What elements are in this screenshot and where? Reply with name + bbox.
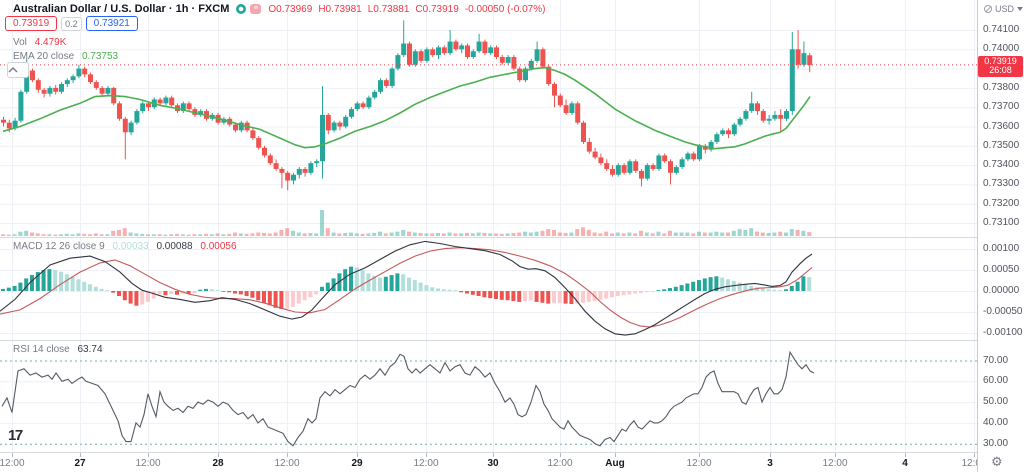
time-axis-tick bbox=[12, 453, 13, 457]
price-pane-canvas[interactable] bbox=[0, 0, 977, 237]
macd-axis-label: 0.00000 bbox=[983, 285, 1020, 296]
collapse-pane-button[interactable] bbox=[7, 62, 29, 78]
time-axis-label: 12:00 bbox=[0, 458, 25, 469]
close-value: 0.73919 bbox=[422, 3, 459, 15]
rsi-axis-label: 40.00 bbox=[983, 416, 1009, 428]
macd-axis-label: 0.00050 bbox=[983, 264, 1020, 275]
last-price-badge: 0.73919 26:08 bbox=[978, 55, 1023, 77]
time-axis-label: 3 bbox=[767, 458, 773, 469]
time-axis[interactable]: 12:00 27 12:00 28 12:00 29 12:00 30 12:00 Aug 12:0… bbox=[0, 453, 977, 472]
price-axis-unit-selector[interactable]: USD bbox=[984, 4, 1024, 14]
price-axis-label: 0.74100 bbox=[983, 24, 1020, 35]
rsi-value: 63.74 bbox=[77, 344, 103, 355]
time-axis-tick bbox=[615, 453, 616, 457]
rsi-axis-label: 50.00 bbox=[983, 396, 1009, 408]
time-axis-label: 28 bbox=[212, 458, 224, 469]
volume-label: Vol bbox=[13, 37, 27, 48]
time-axis-tick bbox=[218, 453, 219, 457]
quote-row: 0.73919 0.2 0.73921 bbox=[5, 16, 138, 31]
time-axis-label: 30 bbox=[487, 458, 499, 469]
symbol-title[interactable]: Australian Dollar / U.S. Dollar · 1h · F… bbox=[13, 3, 230, 15]
ema-label: EMA 20 close bbox=[13, 51, 75, 62]
unit-label: USD bbox=[995, 4, 1015, 14]
time-axis-border bbox=[0, 452, 1024, 453]
time-axis-tick bbox=[770, 453, 771, 457]
chevron-up-icon bbox=[8, 67, 18, 73]
time-axis-tick bbox=[835, 453, 836, 457]
time-axis-label: 12:00 bbox=[274, 458, 300, 469]
macd-signal-value: 0.00056 bbox=[200, 241, 237, 252]
price-axis-label: 0.73800 bbox=[983, 81, 1020, 93]
time-axis-label: 4 bbox=[902, 458, 908, 469]
time-axis-tick bbox=[287, 453, 288, 457]
time-axis-label: 29 bbox=[351, 458, 363, 469]
time-axis-label: 27 bbox=[74, 458, 86, 469]
ema-legend: EMA 20 close 0.73753 bbox=[13, 51, 118, 62]
rsi-axis-label: 30.00 bbox=[983, 437, 1009, 449]
chart-header: Australian Dollar / U.S. Dollar · 1h · F… bbox=[13, 3, 545, 15]
time-axis-label: 12:00 bbox=[413, 458, 439, 469]
time-axis-label: 12:00 bbox=[547, 458, 573, 469]
price-axis-label: 0.73100 bbox=[983, 217, 1020, 228]
price-axis-label: 0.74000 bbox=[983, 43, 1020, 55]
rsi-legend: RSI 14 close 63.74 bbox=[13, 344, 103, 355]
open-value: 0.73969 bbox=[276, 3, 313, 15]
price-axis-label: 0.73700 bbox=[983, 101, 1020, 113]
price-axis-label: 0.73500 bbox=[983, 139, 1020, 151]
macd-hist-value: 0.00033 bbox=[112, 241, 149, 252]
time-axis-label: 12:00 bbox=[686, 458, 712, 469]
bar-countdown: 26:08 bbox=[989, 65, 1012, 76]
macd-pane-canvas[interactable] bbox=[0, 237, 977, 340]
price-axis-label: 0.73300 bbox=[983, 178, 1020, 190]
buy-button[interactable]: 0.73921 bbox=[85, 16, 138, 31]
tradingview-logo: 17 bbox=[8, 427, 23, 444]
volume-value: 4.479K bbox=[34, 37, 67, 48]
low-value: 0.73881 bbox=[373, 3, 410, 15]
price-axis-label: 0.73200 bbox=[983, 197, 1020, 209]
pane-divider-rsi[interactable] bbox=[0, 340, 1024, 341]
time-axis-tick bbox=[560, 453, 561, 457]
time-axis-label: 12:00 bbox=[135, 458, 161, 469]
last-price-value: 0.73919 bbox=[984, 55, 1017, 66]
unit-icon bbox=[984, 5, 992, 13]
high-value: 0.73981 bbox=[325, 3, 362, 15]
time-axis-label: Aug bbox=[605, 458, 625, 469]
macd-axis-label: -0.00050 bbox=[983, 306, 1023, 317]
price-axis[interactable]: USD ⚙ 0.74100 0.74000 0.73800 0.73700 0.7360… bbox=[977, 0, 1024, 472]
chevron-down-icon bbox=[1017, 7, 1024, 11]
price-axis-label: 0.73400 bbox=[983, 159, 1020, 171]
pane-divider-macd[interactable] bbox=[0, 237, 1024, 238]
time-axis-label: 12:00 bbox=[961, 458, 977, 469]
macd-label: MACD 12 26 close 9 bbox=[13, 241, 105, 252]
change-value: -0.00050 (-0.07%) bbox=[464, 3, 546, 15]
notes-icon[interactable]: ≡ bbox=[250, 4, 262, 14]
time-axis-label: 12:00 bbox=[822, 458, 848, 469]
time-axis-tick bbox=[699, 453, 700, 457]
time-axis-tick bbox=[80, 453, 81, 457]
time-axis-tick bbox=[905, 453, 906, 457]
gear-icon[interactable]: ⚙ bbox=[991, 455, 1003, 470]
time-axis-tick bbox=[974, 453, 975, 457]
spread-value: 0.2 bbox=[61, 16, 82, 31]
macd-line-value: 0.00088 bbox=[156, 241, 193, 252]
macd-legend: MACD 12 26 close 9 0.00033 0.00088 0.000… bbox=[13, 241, 237, 252]
market-status-icon[interactable] bbox=[236, 4, 247, 14]
macd-axis-label: 0.00100 bbox=[983, 243, 1020, 254]
time-axis-tick bbox=[426, 453, 427, 457]
ohlc-readout: O0.73969 H0.73981 L0.73881 C0.73919 -0.0… bbox=[268, 3, 546, 15]
time-axis-tick bbox=[493, 453, 494, 457]
ema-value: 0.73753 bbox=[81, 51, 119, 62]
macd-axis-label: -0.00100 bbox=[983, 327, 1023, 338]
header-icons: ≡ bbox=[236, 4, 262, 14]
rsi-axis-label: 70.00 bbox=[983, 354, 1009, 366]
time-axis-tick bbox=[148, 453, 149, 457]
sell-button[interactable]: 0.73919 bbox=[5, 16, 58, 31]
time-axis-tick bbox=[357, 453, 358, 457]
rsi-label: RSI 14 close bbox=[13, 344, 70, 355]
rsi-pane-canvas[interactable] bbox=[0, 340, 977, 452]
volume-legend: Vol 4.479K bbox=[13, 37, 66, 48]
rsi-axis-label: 60.00 bbox=[983, 375, 1009, 387]
price-axis-label: 0.73600 bbox=[983, 120, 1020, 132]
